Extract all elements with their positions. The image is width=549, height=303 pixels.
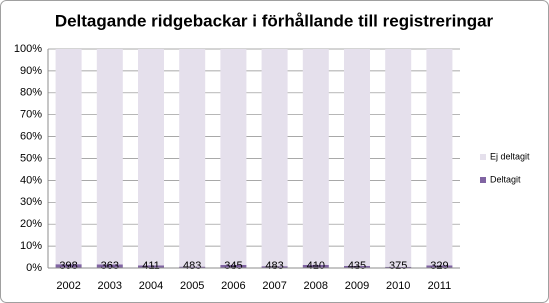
value-label: 410 xyxy=(307,260,325,272)
bar-segment xyxy=(385,49,412,267)
x-tick-label: 2006 xyxy=(221,280,245,292)
bar-segment xyxy=(344,49,370,267)
bar-segment xyxy=(220,49,247,265)
value-label: 375 xyxy=(389,260,407,272)
bar-segment xyxy=(179,49,206,267)
chart-title: Deltagande ridgebackar i förhållande til… xyxy=(55,11,494,30)
value-label: 4 xyxy=(436,260,442,272)
value-label: 435 xyxy=(348,260,366,272)
bar-segment xyxy=(261,266,288,268)
bar-segment xyxy=(55,49,82,265)
bar-segment xyxy=(344,266,370,268)
legend-label: Deltagit xyxy=(490,174,521,184)
bar-segment xyxy=(426,49,453,266)
value-label: 329 xyxy=(430,260,448,272)
value-label: 5 xyxy=(148,260,154,272)
y-tick-label: 100% xyxy=(14,43,42,55)
value-label: 483 xyxy=(265,260,283,272)
bar-segment xyxy=(179,266,206,268)
bar-segment xyxy=(96,49,123,265)
y-tick-label: 60% xyxy=(20,131,42,143)
legend-swatch xyxy=(480,177,486,183)
value-label: 7 xyxy=(66,260,72,272)
bar-segment xyxy=(220,264,247,268)
value-label: 363 xyxy=(101,260,119,272)
y-tick-label: 30% xyxy=(20,196,42,208)
value-label: 411 xyxy=(142,260,160,272)
y-tick-label: 70% xyxy=(20,109,42,121)
bar-segment xyxy=(261,49,288,267)
x-tick-label: 2009 xyxy=(345,280,369,292)
value-label: 5 xyxy=(230,260,236,272)
x-tick-label: 2004 xyxy=(139,280,163,292)
x-tick-label: 2007 xyxy=(262,280,286,292)
value-label: 345 xyxy=(224,260,242,272)
y-tick-label: 40% xyxy=(20,174,42,186)
bar-segment xyxy=(426,265,453,268)
x-tick-label: 2005 xyxy=(180,280,204,292)
y-tick-label: 10% xyxy=(20,240,42,252)
x-tick-label: 2008 xyxy=(304,280,328,292)
bar-segment xyxy=(138,265,164,268)
bar-segment xyxy=(302,264,329,268)
bar-segment xyxy=(96,264,123,268)
y-tick-label: 20% xyxy=(20,218,42,230)
x-tick-label: 2002 xyxy=(56,280,80,292)
value-label: 6 xyxy=(107,260,113,272)
y-tick-label: 50% xyxy=(20,152,42,164)
value-label: 398 xyxy=(59,260,77,272)
x-tick-label: 2003 xyxy=(98,280,122,292)
value-label: 483 xyxy=(183,260,201,272)
legend-swatch xyxy=(480,154,486,160)
x-tick-label: 2011 xyxy=(428,280,452,292)
bar-segment xyxy=(302,49,329,265)
y-tick-label: 90% xyxy=(20,65,42,77)
bar-segment xyxy=(55,264,82,268)
x-tick-label: 2010 xyxy=(386,280,410,292)
bar-segment xyxy=(385,266,412,268)
value-label: 6 xyxy=(313,260,319,272)
bar-segment xyxy=(138,49,164,266)
legend-label: Ej deltagit xyxy=(490,151,530,161)
y-tick-label: 0% xyxy=(26,262,42,274)
y-tick-label: 80% xyxy=(20,87,42,99)
